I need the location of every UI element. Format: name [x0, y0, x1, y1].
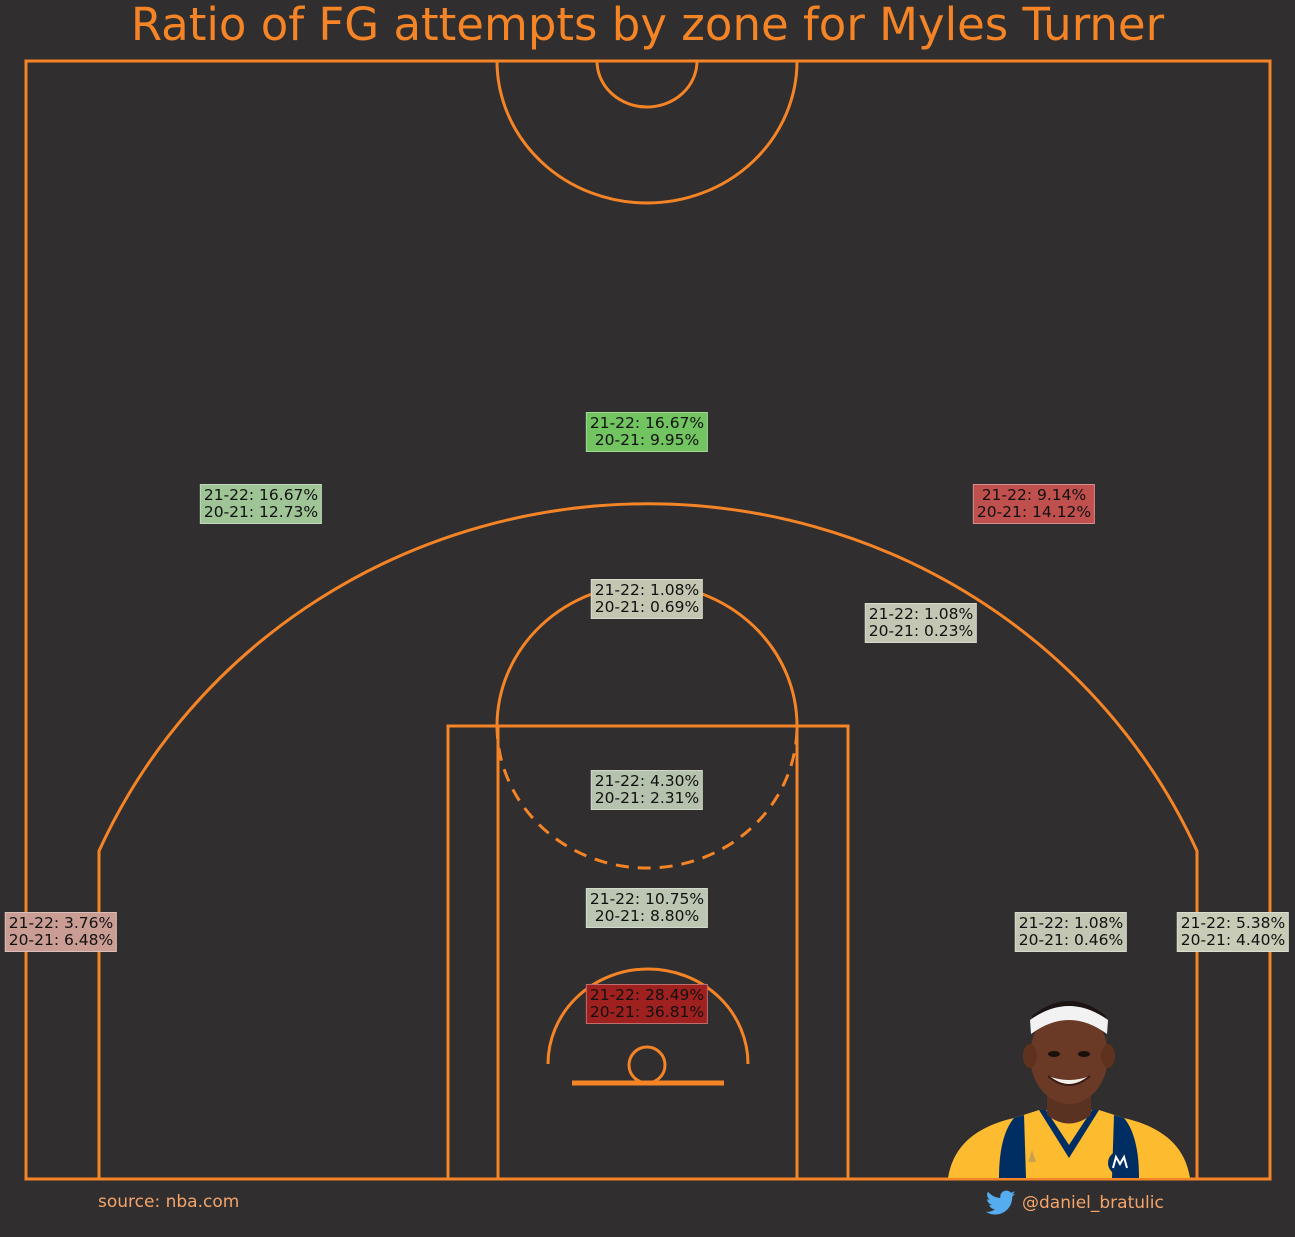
author-credit[interactable]: @daniel_bratulic [986, 1190, 1164, 1216]
center-circle-outer [495, 60, 799, 205]
chart-title: Ratio of FG attempts by zone for Myles T… [130, 0, 1165, 51]
zone-value-2122: 21-22: 10.75% [589, 890, 705, 908]
zone-label-mid-range-center: 21-22: 1.08% 20-21: 0.69% [590, 579, 704, 619]
zone-label-paint-non-ra-upper: 21-22: 4.30% 20-21: 2.31% [590, 770, 704, 810]
zone-value-2021: 20-21: 2.31% [594, 789, 700, 807]
zone-label-mid-range-right: 21-22: 1.08% 20-21: 0.23% [864, 603, 978, 643]
zone-label-restricted-area: 21-22: 28.49% 20-21: 36.81% [585, 984, 709, 1024]
zone-value-2021: 20-21: 0.69% [594, 598, 700, 616]
zone-value-2021: 20-21: 9.95% [594, 431, 700, 449]
zone-value-2122: 21-22: 3.76% [8, 914, 114, 932]
free-throw-circle-bottom [495, 725, 799, 870]
hoop [627, 1045, 667, 1085]
zone-value-2021: 20-21: 0.23% [868, 622, 974, 640]
zone-value-2122: 21-22: 1.08% [1018, 914, 1124, 932]
zone-value-2021: 20-21: 4.40% [1180, 931, 1286, 949]
player-headshot [948, 1001, 1190, 1178]
zone-value-2122: 21-22: 1.08% [868, 605, 974, 623]
twitter-handle: @daniel_bratulic [1022, 1193, 1164, 1213]
center-circle-inner [595, 60, 699, 109]
zone-value-2122: 21-22: 9.14% [981, 486, 1087, 504]
zone-label-above-break-three-right: 21-22: 9.14% 20-21: 14.12% [972, 484, 1096, 524]
paint-outer [446, 724, 850, 1181]
zone-value-2021: 20-21: 0.46% [1018, 931, 1124, 949]
zone-value-2021: 20-21: 8.80% [594, 907, 700, 925]
restricted-area-arc [546, 967, 750, 1065]
zone-value-2122: 21-22: 28.49% [589, 986, 705, 1004]
zone-value-2122: 21-22: 1.08% [594, 581, 700, 599]
zone-value-2021: 20-21: 36.81% [589, 1003, 705, 1021]
zone-label-right-corner-three: 21-22: 5.38% 20-21: 4.40% [1176, 912, 1290, 952]
zone-label-above-break-three-center: 21-22: 16.67% 20-21: 9.95% [585, 412, 709, 452]
zone-label-above-break-three-left: 21-22: 16.67% 20-21: 12.73% [199, 484, 323, 524]
zone-value-2122: 21-22: 4.30% [594, 772, 700, 790]
zone-label-left-corner-three: 21-22: 3.76% 20-21: 6.48% [4, 912, 118, 952]
zone-value-2122: 21-22: 5.38% [1180, 914, 1286, 932]
three-point-line [97, 502, 1199, 1179]
zone-value-2122: 21-22: 16.67% [203, 486, 319, 504]
zone-value-2021: 20-21: 14.12% [976, 503, 1092, 521]
zone-value-2021: 20-21: 6.48% [8, 931, 114, 949]
source-note: source: nba.com [98, 1192, 240, 1212]
zone-value-2122: 21-22: 16.67% [589, 414, 705, 432]
twitter-bird-icon [986, 1190, 1016, 1215]
zone-label-mid-range-right-baseline: 21-22: 1.08% 20-21: 0.46% [1014, 912, 1128, 952]
zone-value-2021: 20-21: 12.73% [203, 503, 319, 521]
zone-label-paint-non-ra-lower: 21-22: 10.75% 20-21: 8.80% [585, 888, 709, 928]
